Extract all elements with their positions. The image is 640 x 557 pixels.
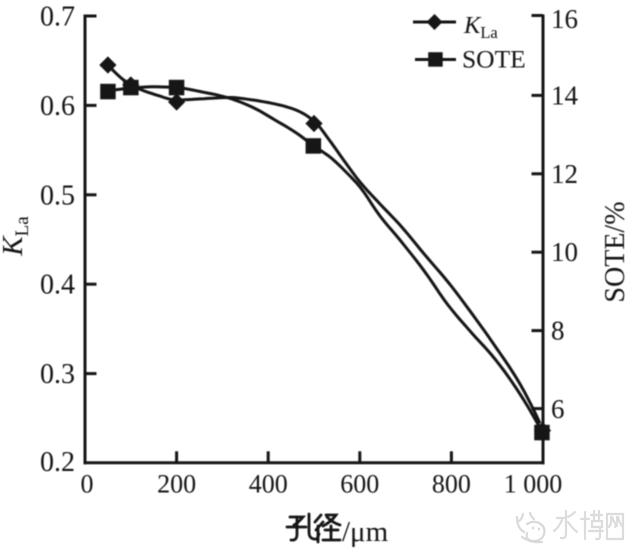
svg-text:12: 12 xyxy=(551,159,578,189)
svg-text:0.6: 0.6 xyxy=(40,91,75,122)
svg-text:14: 14 xyxy=(551,80,579,110)
svg-text:0.4: 0.4 xyxy=(40,270,75,301)
svg-text:6: 6 xyxy=(551,394,565,424)
svg-text:200: 200 xyxy=(157,470,196,499)
svg-text:0.5: 0.5 xyxy=(40,180,75,211)
svg-text:600: 600 xyxy=(340,470,379,499)
svg-text:SOTE: SOTE xyxy=(462,45,526,74)
svg-text:10: 10 xyxy=(551,237,578,267)
svg-text:0.3: 0.3 xyxy=(40,359,75,390)
svg-text:800: 800 xyxy=(432,470,471,499)
svg-text:400: 400 xyxy=(249,470,288,499)
svg-text:0.7: 0.7 xyxy=(40,2,75,33)
svg-text:0: 0 xyxy=(81,470,94,499)
svg-text:8: 8 xyxy=(551,316,565,346)
svg-text:KLa: KLa xyxy=(463,12,498,42)
svg-text:/μm: /μm xyxy=(342,516,389,548)
svg-text:SOTE/%: SOTE/% xyxy=(600,201,631,302)
svg-text:0.2: 0.2 xyxy=(40,447,75,478)
svg-text:1 000: 1 000 xyxy=(504,470,563,499)
svg-text:KLa: KLa xyxy=(0,216,33,257)
svg-text:16: 16 xyxy=(551,4,578,34)
